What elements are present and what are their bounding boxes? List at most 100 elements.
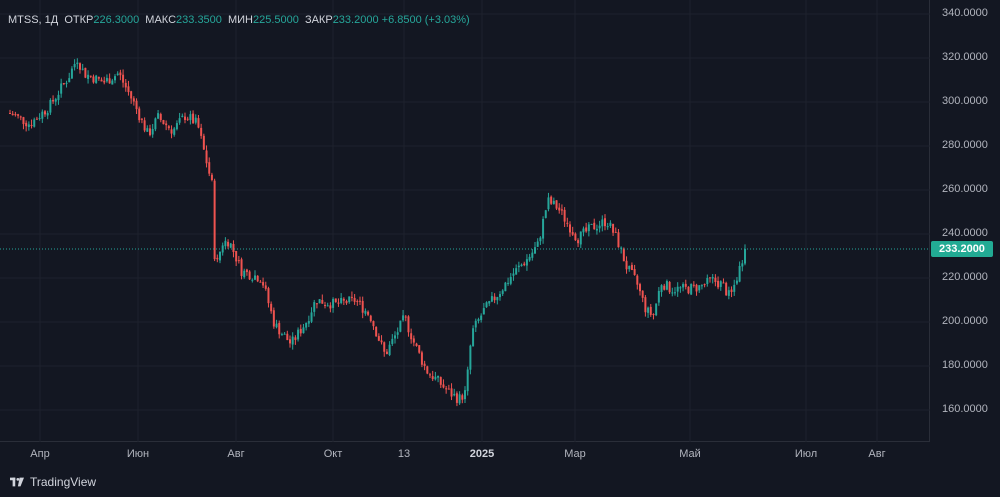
candle-body bbox=[439, 377, 442, 385]
candle-body bbox=[124, 82, 127, 88]
candle-body bbox=[146, 128, 149, 132]
candle-body bbox=[682, 284, 685, 288]
candle-body bbox=[388, 344, 391, 356]
candle-body bbox=[256, 275, 259, 282]
candle-body bbox=[321, 299, 324, 304]
time-tick-label: Окт bbox=[323, 448, 343, 460]
plot-area[interactable]: MTSS, 1Д ОТКР226.3000 МАКС233.3500 МИН22… bbox=[0, 0, 930, 442]
candle-body bbox=[54, 99, 57, 102]
time-tick-label: 13 bbox=[397, 448, 411, 460]
candle-body bbox=[380, 340, 383, 343]
candle-body bbox=[485, 302, 488, 308]
price-tick-label: 260.0000 bbox=[942, 183, 988, 195]
candle-body bbox=[609, 222, 612, 227]
candle-body bbox=[19, 116, 22, 118]
candle-body bbox=[189, 114, 192, 121]
candle-body bbox=[138, 108, 141, 121]
candle-body bbox=[577, 240, 580, 244]
tradingview-logo[interactable]: TradingView bbox=[10, 475, 96, 489]
price-axis[interactable]: 340.0000 320.0000 300.0000 280.0000 260.0000… bbox=[930, 0, 1000, 442]
candle-body bbox=[310, 312, 313, 322]
candle-body bbox=[426, 366, 429, 374]
candle-body bbox=[469, 345, 472, 370]
candle-body bbox=[92, 76, 95, 83]
candle-body bbox=[232, 243, 235, 253]
candle-body bbox=[539, 237, 542, 242]
candle-body bbox=[329, 305, 332, 309]
candle-body bbox=[579, 231, 582, 245]
candle-body bbox=[601, 219, 604, 227]
candle-body bbox=[391, 338, 394, 344]
candle-body bbox=[337, 302, 340, 304]
price-tick-label: 300.0000 bbox=[942, 95, 988, 107]
candlestick-chart bbox=[0, 0, 930, 442]
candle-body bbox=[744, 248, 746, 264]
candle-body bbox=[488, 301, 491, 304]
candle-body bbox=[216, 257, 219, 260]
candle-body bbox=[544, 210, 547, 218]
candle-body bbox=[714, 277, 717, 282]
candle-body bbox=[294, 337, 297, 340]
ohlc-legend: MTSS, 1Д ОТКР226.3000 МАКС233.3500 МИН22… bbox=[8, 14, 470, 26]
candle-body bbox=[194, 117, 197, 123]
candle-body bbox=[423, 363, 426, 366]
candle-body bbox=[472, 328, 475, 347]
candle-body bbox=[178, 118, 181, 123]
candle-body bbox=[245, 269, 248, 273]
close-value: 233.2000 bbox=[332, 14, 379, 26]
candle-body bbox=[291, 336, 294, 345]
candle-body bbox=[501, 290, 504, 294]
candle-body bbox=[566, 222, 569, 224]
candle-body bbox=[305, 322, 308, 328]
candle-body bbox=[254, 275, 256, 280]
last-price-badge: 233.2000 bbox=[931, 240, 993, 257]
candle-body bbox=[22, 117, 25, 125]
time-axis[interactable]: Апр Июн Авг Окт 13 2025 Мар Май Июл Авг bbox=[0, 442, 930, 470]
candle-body bbox=[684, 283, 687, 287]
candle-body bbox=[259, 281, 262, 283]
candle-body bbox=[558, 207, 561, 211]
candle-body bbox=[668, 281, 671, 293]
candle-body bbox=[663, 285, 666, 290]
candle-body bbox=[332, 298, 335, 308]
close-label: ЗАКР bbox=[304, 14, 333, 26]
candle-body bbox=[517, 265, 520, 268]
candle-body bbox=[700, 285, 703, 287]
candle-body bbox=[229, 243, 232, 248]
candle-body bbox=[41, 111, 44, 119]
candle-body bbox=[595, 228, 598, 231]
candle-body bbox=[375, 327, 378, 337]
candle-body bbox=[703, 284, 706, 286]
candle-body bbox=[445, 388, 448, 390]
candle-body bbox=[108, 78, 111, 84]
candle-body bbox=[504, 282, 507, 292]
candle-body bbox=[698, 285, 701, 291]
candle-body bbox=[154, 118, 157, 130]
candle-body bbox=[159, 114, 162, 121]
candle-body bbox=[200, 127, 203, 136]
candle-body bbox=[396, 332, 399, 335]
candle-body bbox=[429, 374, 431, 376]
candle-body bbox=[89, 75, 92, 77]
candle-body bbox=[342, 298, 345, 301]
candle-body bbox=[105, 77, 108, 82]
candle-body bbox=[738, 265, 741, 282]
candle-body bbox=[68, 78, 71, 83]
candle-body bbox=[162, 120, 165, 125]
candle-body bbox=[652, 314, 655, 316]
chart-frame[interactable]: MTSS, 1Д ОТКР226.3000 МАКС233.3500 МИН22… bbox=[0, 0, 1000, 470]
candle-body bbox=[560, 209, 563, 211]
candle-body bbox=[644, 297, 647, 313]
candle-body bbox=[687, 286, 690, 294]
candle-body bbox=[79, 63, 81, 70]
candle-body bbox=[235, 251, 238, 262]
candle-body bbox=[49, 99, 52, 113]
candle-body bbox=[490, 296, 493, 302]
candle-body bbox=[81, 68, 84, 70]
candle-body bbox=[213, 180, 216, 260]
candle-body bbox=[671, 292, 674, 294]
candle-body bbox=[458, 394, 461, 404]
candle-body bbox=[130, 91, 133, 99]
candle-body bbox=[361, 300, 364, 313]
candle-body bbox=[496, 297, 499, 301]
